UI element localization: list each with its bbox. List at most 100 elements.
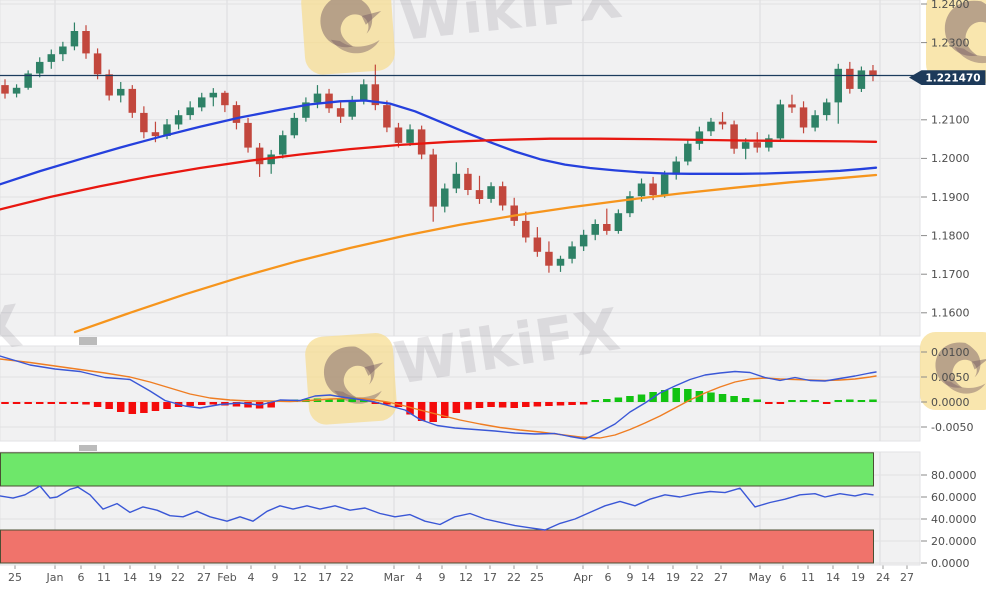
candle-body [221,92,229,106]
macd-bar [568,402,576,405]
price-axis-label: 1.2000 [931,152,970,165]
rsi-bands-layer [0,452,874,564]
x-axis-label: 25 [8,571,22,584]
macd-bar [799,400,808,402]
x-axis-label: 4 [416,571,423,584]
x-axis-label: 19 [148,571,162,584]
x-axis-label: 9 [439,571,446,584]
rsi-axis-label: 40.0000 [931,513,977,526]
panel-resize-handle-rsi[interactable] [79,445,97,451]
macd-bar [637,394,646,402]
candle-body [660,174,669,196]
macd-bar [232,402,241,407]
candle-body [279,135,287,155]
candle-body [487,186,495,199]
ma-fast-blue [0,99,878,186]
x-axis-label: 9 [272,571,279,584]
macd-bar [626,396,634,402]
x-axis-label: 14 [826,571,840,584]
macd-bar [811,400,819,402]
macd-bar [684,389,692,402]
macd-bar [383,402,391,405]
candle-body [267,154,275,165]
candle-body [695,131,704,144]
price-axis-label: 1.2300 [931,36,970,49]
candle-body [383,105,391,128]
price-axis-label: 1.2400 [931,0,970,11]
candle-body [151,132,160,137]
candle-body [718,121,727,125]
candle-body [371,84,380,106]
macd-bar [186,402,194,406]
macd-bar [822,402,831,404]
macd-bar [498,402,507,408]
candle-body [116,88,125,96]
x-axis-label: 22 [690,571,704,584]
macd-bar [718,394,727,402]
candle-body [741,142,750,149]
candle-body [510,205,518,221]
candle-body [12,87,21,94]
macd-bar [441,402,449,418]
x-axis-label: 6 [780,571,787,584]
macd-bar [776,402,785,404]
price-tag-background [909,70,986,85]
macd-bar [429,402,437,422]
x-axis-label: 4 [248,571,255,584]
macd-bar [417,402,426,421]
macd-bar [93,402,102,407]
price-panel[interactable] [0,0,921,337]
panel-resize-handle-macd[interactable] [79,337,97,345]
price-axis-label: 1.1700 [931,268,970,281]
macd-bar [579,402,588,405]
macd-bar [522,402,530,407]
candle-body [232,105,241,123]
macd-bar [70,402,79,404]
macd-bar [371,402,380,404]
macd-bar [24,402,32,404]
macd-bar [857,400,866,402]
candle-body [244,122,252,148]
candle-body [475,190,484,199]
x-axis-label: Apr [573,571,593,584]
macd-bar [267,402,275,408]
macd-bar [869,399,877,402]
macd-bar [12,402,21,404]
candle-body [302,102,310,118]
candle-body [93,53,102,75]
candle-body [70,31,79,47]
x-axis-label: 22 [507,571,521,584]
rsi-axis-label: 60.0000 [931,491,977,504]
macd-axis-label: 0.0050 [931,371,970,384]
candle-body [209,92,218,98]
x-axis-label: 27 [714,571,728,584]
wikifx-eagle-logo-watermark [304,331,398,426]
candle-body [82,31,90,54]
macd-bar [753,399,761,402]
x-axis-label: 9 [627,571,634,584]
wikifx-eagle-logo-watermark [300,0,397,76]
macd-bar [603,399,611,402]
macd-bar [140,402,148,413]
candle-body [290,117,299,136]
candle-body [811,115,819,128]
macd-bar [672,388,680,402]
candle-body [498,186,507,206]
macd-bar [533,402,542,407]
candle-body [47,54,56,62]
candle-body [753,142,761,148]
candle-body [197,97,206,108]
macd-bar [325,399,333,402]
macd-bar [788,400,796,402]
macd-bar [348,397,356,402]
candle-body [707,121,715,132]
rsi-axis-label: 20.0000 [931,535,977,548]
candle-body [522,220,530,238]
macd-bar [209,402,218,405]
x-axis-label: 27 [197,571,211,584]
current-price-tag: 1.221470 [909,70,986,85]
x-axis-label: 24 [876,571,890,584]
candle-body [684,143,692,162]
macd-bar [475,402,484,408]
